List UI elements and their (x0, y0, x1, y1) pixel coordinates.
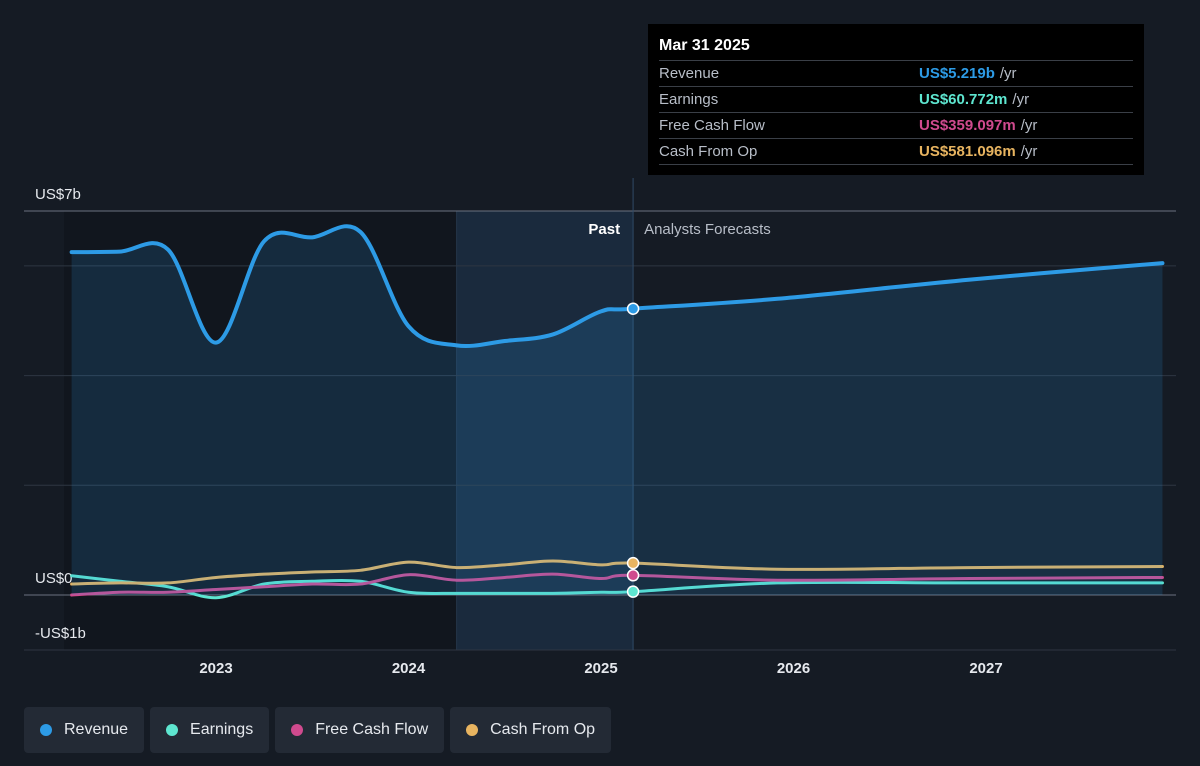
tooltip-value: US$581.096m (919, 143, 1016, 160)
past-label: Past (588, 221, 620, 238)
y-axis-label: US$7b (35, 186, 81, 203)
tooltip-unit: /yr (999, 65, 1017, 82)
free-cash-flow-line (70, 572, 1164, 597)
tooltip-row-revenue: Revenue US$5.219b /yr (659, 60, 1133, 86)
tooltip-unit: /yr (1012, 91, 1030, 108)
legend-item-free-cash-flow[interactable]: Free Cash Flow (275, 707, 445, 753)
legend: Revenue Earnings Free Cash Flow Cash Fro… (24, 707, 612, 753)
legend-label: Free Cash Flow (315, 721, 429, 738)
revenue-line (69, 224, 1165, 349)
tooltip-value: US$60.772m (919, 91, 1008, 108)
tooltip-row-cash-from-op: Cash From Op US$581.096m /yr (659, 138, 1133, 165)
legend-label: Earnings (190, 721, 254, 738)
cash-from-op-marker (626, 556, 640, 570)
x-axis-label: 2026 (777, 660, 810, 677)
revenue-area (71, 226, 1163, 595)
tooltip-unit: /yr (1020, 143, 1038, 160)
tooltip-label: Revenue (659, 65, 720, 82)
tooltip-label: Free Cash Flow (659, 117, 765, 134)
tooltip-unit: /yr (1020, 117, 1038, 134)
legend-item-earnings[interactable]: Earnings (150, 707, 270, 753)
y-axis-label: -US$1b (35, 625, 86, 642)
tooltip-row-earnings: Earnings US$60.772m /yr (659, 86, 1133, 112)
legend-dot-icon (40, 724, 52, 736)
tooltip-label: Earnings (659, 91, 719, 108)
legend-item-cash-from-op[interactable]: Cash From Op (450, 707, 612, 753)
revenue-marker (626, 302, 640, 315)
tooltip: Mar 31 2025 Revenue US$5.219b /yr Earnin… (648, 24, 1144, 175)
earnings-line (70, 574, 1164, 600)
x-axis-label: 2023 (199, 660, 232, 677)
legend-label: Cash From Op (490, 721, 596, 738)
past-background-highlight (456, 211, 634, 650)
legend-dot-icon (291, 724, 304, 736)
legend-label: Revenue (64, 721, 129, 738)
tooltip-row-free-cash-flow: Free Cash Flow US$359.097m /yr (659, 112, 1133, 138)
x-axis-label: 2025 (584, 660, 617, 677)
y-axis-label: US$0 (35, 570, 73, 587)
free-cash-flow-marker (626, 569, 640, 582)
tooltip-value: US$5.219b (919, 65, 995, 82)
legend-dot-icon (166, 724, 179, 736)
earnings-marker (626, 585, 640, 598)
forecast-label: Analysts Forecasts (644, 221, 771, 238)
x-axis-label: 2027 (969, 660, 1002, 677)
legend-item-revenue[interactable]: Revenue (24, 707, 145, 753)
x-axis-label: 2024 (392, 660, 426, 677)
legend-dot-icon (466, 724, 479, 736)
tooltip-date: Mar 31 2025 (659, 37, 750, 54)
tooltip-value: US$359.097m (919, 117, 1016, 134)
tooltip-label: Cash From Op (659, 143, 758, 160)
cash-from-op-line (70, 559, 1164, 586)
